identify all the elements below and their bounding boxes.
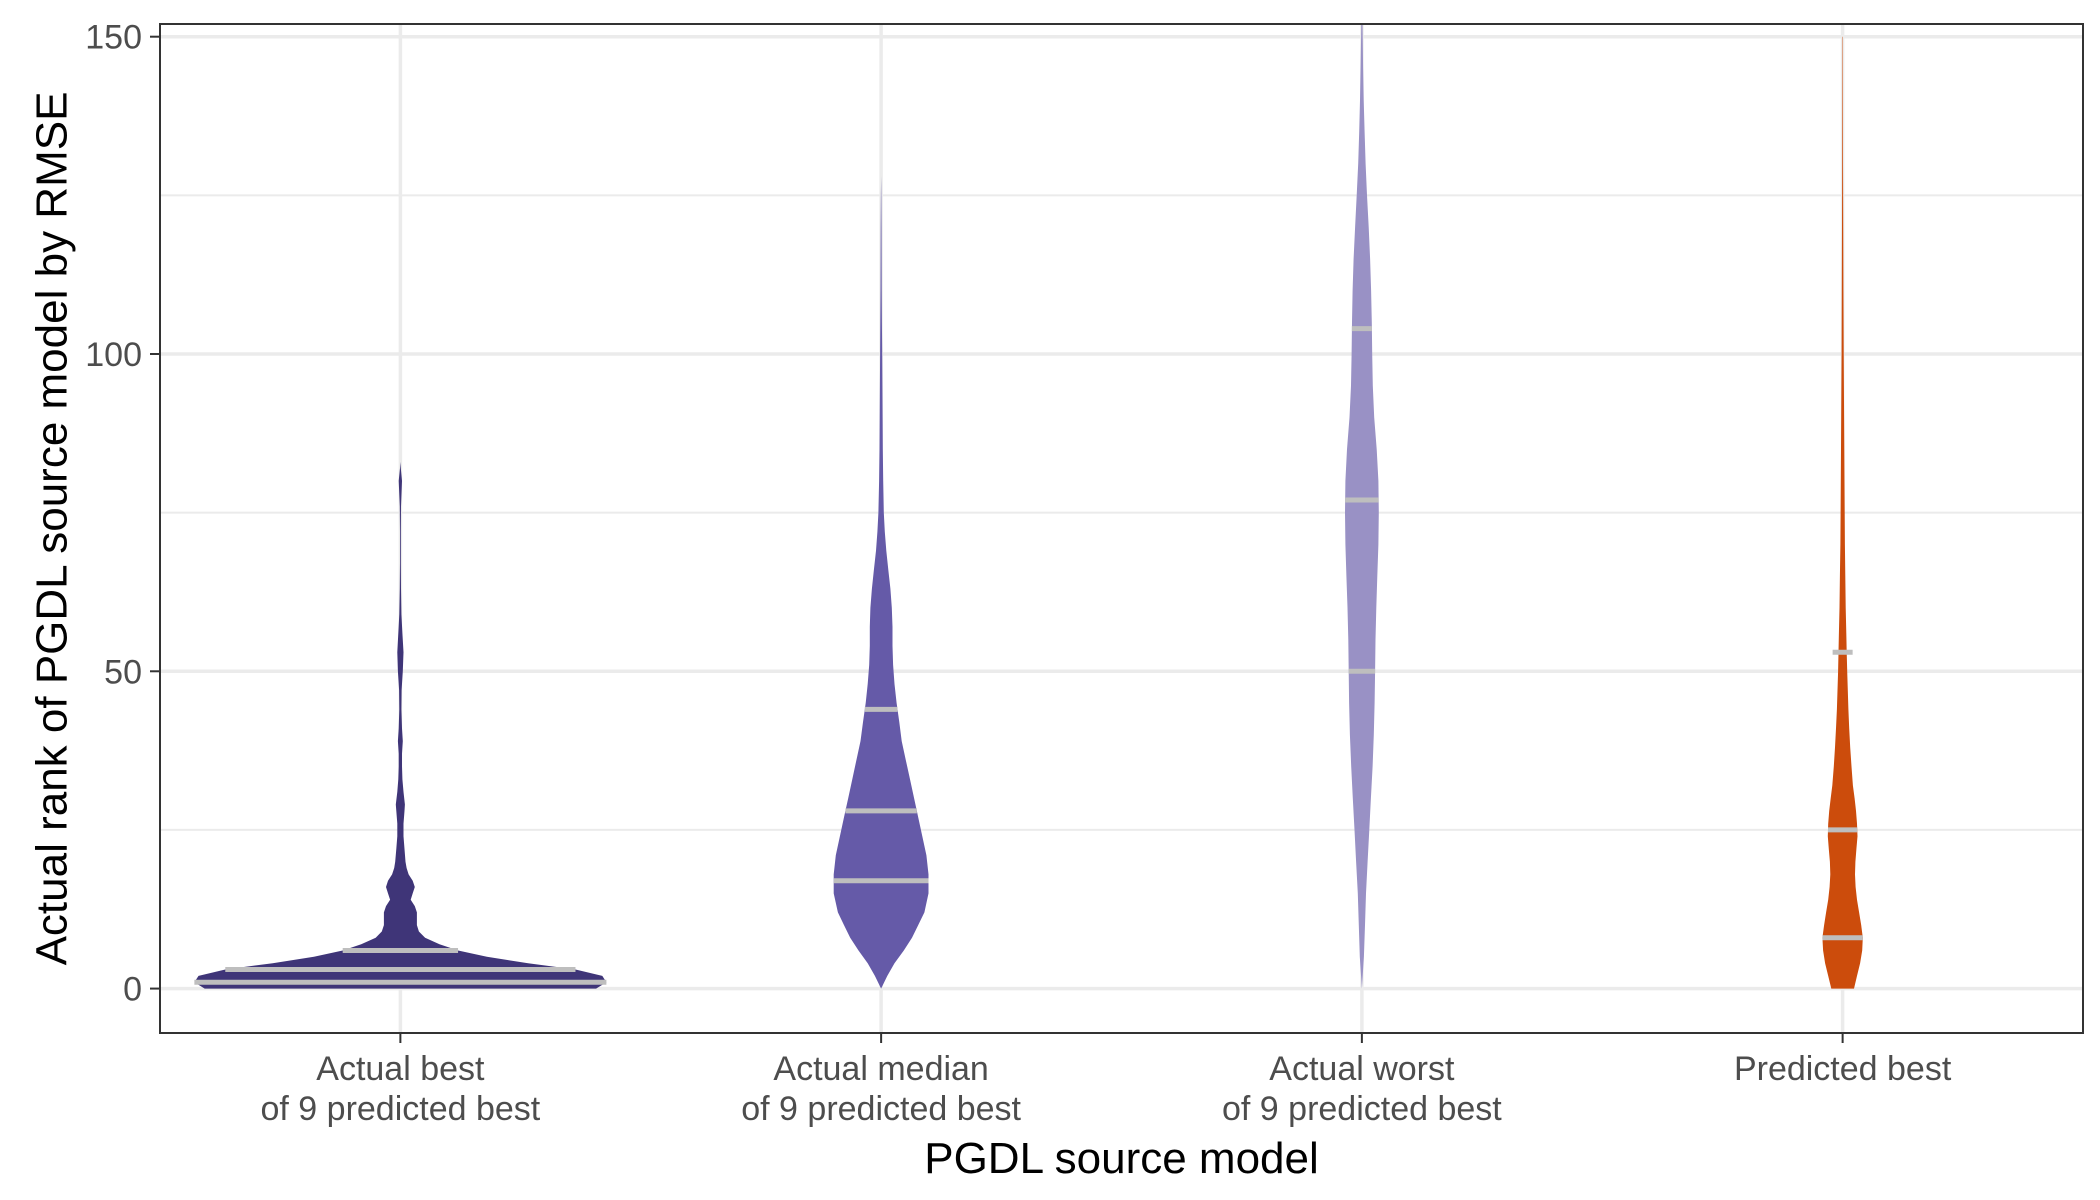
x-tick-label: Actual median of 9 predicted best: [741, 1050, 1021, 1128]
x-tick-label: Actual worst of 9 predicted best: [1222, 1050, 1502, 1128]
violin-1: [194, 461, 607, 989]
x-tick-label-line1: Actual worst: [1269, 1050, 1455, 1088]
y-tick-label: 100: [85, 336, 142, 374]
x-tick-label-line2: of 9 predicted best: [261, 1090, 541, 1128]
y-tick-label: 150: [85, 19, 142, 57]
y-axis-title: Actual rank of PGDL source model by RMSE: [28, 92, 77, 966]
y-axis: 0 50 100 150: [85, 19, 160, 1009]
x-axis-title: PGDL source model: [924, 1134, 1319, 1183]
x-tick-label-line2: of 9 predicted best: [741, 1090, 1021, 1128]
violin-4: [1822, 36, 1863, 989]
violin-group: [194, 24, 1863, 989]
y-tick-label: 50: [104, 653, 142, 691]
plot-panel-border: [159, 23, 2084, 1034]
x-tick-label-line1: Actual median: [773, 1050, 988, 1088]
x-tick-label-line1: Actual best: [316, 1050, 485, 1088]
x-tick-label: Actual best of 9 predicted best: [261, 1050, 541, 1128]
violin-2: [833, 176, 929, 989]
y-tick-label: 0: [123, 971, 142, 1009]
violin-3: [1345, 24, 1379, 989]
x-tick-label: Predicted best: [1734, 1050, 1952, 1088]
x-tick-label-line1: Predicted best: [1734, 1050, 1952, 1088]
x-tick-label-line2: of 9 predicted best: [1222, 1090, 1502, 1128]
